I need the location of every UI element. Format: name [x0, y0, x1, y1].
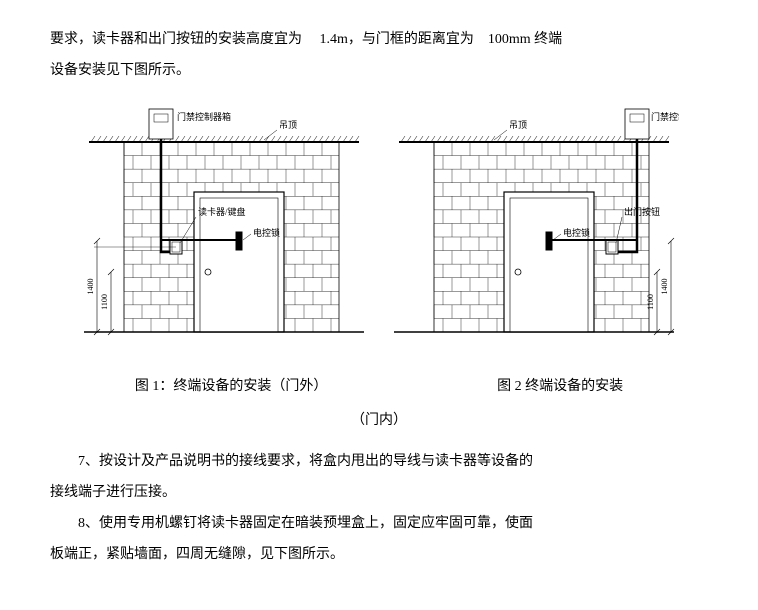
- caption-row: 图 1：终端设备的安装（门外） 图 2 终端设备的安装: [50, 372, 708, 403]
- svg-text:电控锁: 电控锁: [253, 227, 280, 238]
- svg-text:电控锁: 电控锁: [563, 227, 590, 238]
- paragraph-intro: 要求，读卡器和出门按钮的安装高度宜为 1.4m，与门框的距离宜为 100mm 终…: [50, 25, 708, 56]
- paragraph-7b: 接线端子进行压接。: [50, 478, 708, 509]
- diagram-outside: 门禁控制器箱吊顶读卡器/键盘电控锁 1100 1400: [79, 97, 369, 357]
- caption-2-sub: （门内）: [50, 406, 708, 437]
- svg-text:1100: 1100: [646, 294, 655, 310]
- caption-1: 图 1：终端设备的安装（门外）: [135, 372, 328, 403]
- text: 设备安装见下图所示。: [50, 63, 190, 78]
- text: 要求，读卡器和出门按钮的安装高度宜为: [50, 32, 302, 47]
- text: 7、按设计及产品说明书的接线要求，将盒内甩出的导线与读卡器等设备的: [78, 454, 533, 469]
- svg-text:吊顶: 吊顶: [279, 120, 297, 130]
- svg-text:门禁控制器箱: 门禁控制器箱: [651, 111, 679, 122]
- paragraph-8b: 板端正，紧贴墙面，四周无缝隙，见下图所示。: [50, 540, 708, 571]
- svg-text:门禁控制器箱: 门禁控制器箱: [177, 111, 231, 122]
- text: 100mm 终端: [488, 32, 562, 47]
- svg-text:1100: 1100: [100, 294, 109, 310]
- svg-text:出门按钮: 出门按钮: [624, 206, 660, 217]
- text: 板端正，紧贴墙面，四周无缝隙，见下图所示。: [50, 547, 344, 562]
- paragraph-intro-2: 设备安装见下图所示。: [50, 56, 708, 87]
- caption-2: 图 2 终端设备的安装: [497, 372, 623, 403]
- paragraph-7: 7、按设计及产品说明书的接线要求，将盒内甩出的导线与读卡器等设备的: [50, 447, 708, 478]
- text: 8、使用专用机螺钉将读卡器固定在暗装预埋盒上，固定应牢固可靠，使面: [78, 516, 533, 531]
- paragraph-8: 8、使用专用机螺钉将读卡器固定在暗装预埋盒上，固定应牢固可靠，使面: [50, 509, 708, 540]
- diagram-row: 门禁控制器箱吊顶读卡器/键盘电控锁11001400 门禁控制器箱吊顶出门按钮电控…: [50, 97, 708, 357]
- svg-text:1400: 1400: [660, 278, 669, 294]
- svg-text:1400: 1400: [86, 278, 95, 294]
- diagram-inside: 门禁控制器箱吊顶出门按钮电控锁 1100 1400: [389, 97, 679, 357]
- svg-text:读卡器/键盘: 读卡器/键盘: [198, 206, 246, 217]
- text: 接线端子进行压接。: [50, 485, 176, 500]
- text: 1.4m，与门框的距离宜为: [320, 32, 474, 47]
- svg-text:吊顶: 吊顶: [509, 120, 527, 130]
